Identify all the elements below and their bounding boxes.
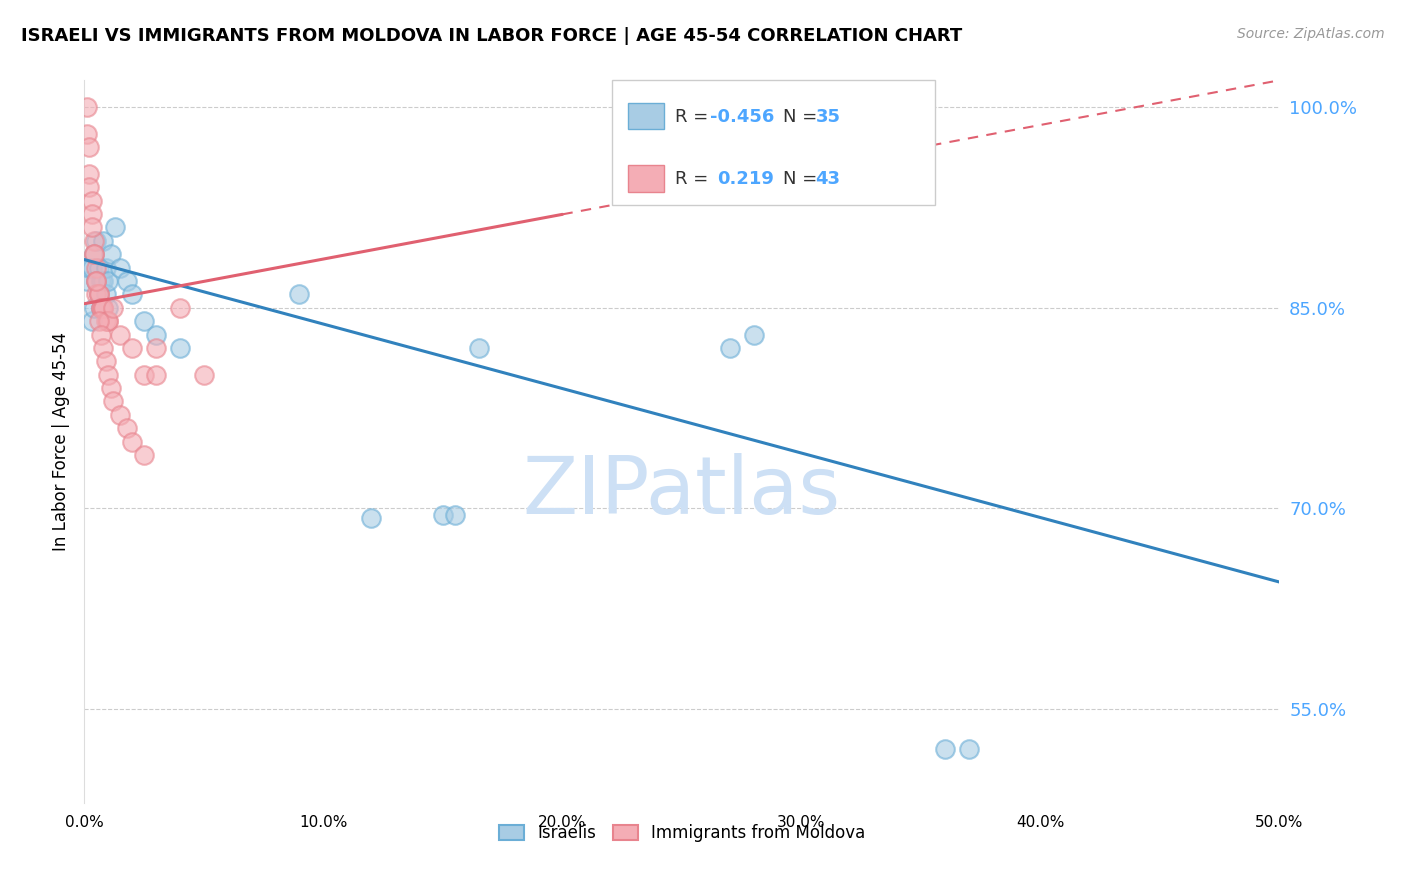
Point — [104, 220, 127, 235]
Point — [145, 368, 167, 382]
Point — [86, 287, 108, 301]
Point — [97, 368, 120, 382]
Point — [90, 301, 112, 315]
Point — [80, 260, 103, 275]
Point — [101, 301, 124, 315]
Point — [468, 341, 491, 355]
Point — [101, 394, 124, 409]
Point — [77, 260, 100, 275]
Point — [718, 341, 741, 355]
Point — [145, 327, 167, 342]
Text: ZIPatlas: ZIPatlas — [523, 453, 841, 531]
Point — [288, 287, 311, 301]
Point — [444, 508, 467, 523]
Point — [80, 207, 103, 221]
Point — [110, 260, 132, 275]
Point — [87, 287, 110, 301]
Text: ISRAELI VS IMMIGRANTS FROM MOLDOVA IN LABOR FORCE | AGE 45-54 CORRELATION CHART: ISRAELI VS IMMIGRANTS FROM MOLDOVA IN LA… — [21, 27, 962, 45]
Point — [100, 381, 122, 395]
Point — [86, 260, 108, 275]
Text: R =: R = — [675, 108, 714, 126]
Point — [87, 314, 110, 328]
Point — [145, 341, 167, 355]
Point — [957, 742, 980, 756]
Point — [86, 274, 108, 288]
Point — [80, 194, 103, 208]
Point — [90, 274, 112, 288]
Point — [83, 247, 105, 261]
Point — [117, 274, 139, 288]
Point — [94, 354, 117, 368]
Text: Source: ZipAtlas.com: Source: ZipAtlas.com — [1237, 27, 1385, 41]
Point — [90, 301, 112, 315]
Point — [97, 314, 120, 328]
Point — [77, 140, 100, 154]
Point — [86, 274, 108, 288]
Point — [86, 274, 108, 288]
Point — [93, 301, 115, 315]
Point — [121, 287, 143, 301]
Text: R =: R = — [675, 170, 720, 188]
Point — [193, 368, 215, 382]
Point — [80, 314, 103, 328]
Point — [432, 508, 454, 523]
Point — [132, 368, 156, 382]
Point — [94, 287, 117, 301]
Point — [93, 274, 115, 288]
Point — [83, 301, 105, 315]
Point — [87, 287, 110, 301]
Point — [132, 314, 156, 328]
Point — [93, 341, 115, 355]
Point — [83, 247, 105, 261]
Point — [80, 220, 103, 235]
Point — [93, 234, 115, 248]
Point — [934, 742, 956, 756]
Point — [90, 301, 112, 315]
Point — [87, 287, 110, 301]
Point — [97, 314, 120, 328]
Point — [94, 314, 117, 328]
Point — [86, 234, 108, 248]
Point — [121, 434, 143, 449]
Point — [110, 408, 132, 422]
Point — [83, 247, 105, 261]
Point — [110, 327, 132, 342]
Point — [76, 127, 98, 141]
Text: -0.456: -0.456 — [710, 108, 775, 126]
Point — [94, 260, 117, 275]
Point — [169, 341, 191, 355]
Point — [121, 341, 143, 355]
Point — [77, 167, 100, 181]
Point — [76, 274, 98, 288]
Point — [77, 180, 100, 194]
Point — [97, 274, 120, 288]
Point — [93, 301, 115, 315]
Point — [742, 327, 765, 342]
Text: 43: 43 — [815, 170, 841, 188]
Text: N =: N = — [783, 170, 823, 188]
Text: N =: N = — [783, 108, 823, 126]
Legend: Israelis, Immigrants from Moldova: Israelis, Immigrants from Moldova — [492, 817, 872, 848]
Point — [169, 301, 191, 315]
Point — [76, 100, 98, 114]
Point — [83, 234, 105, 248]
Text: 35: 35 — [815, 108, 841, 126]
Point — [87, 260, 110, 275]
Point — [90, 327, 112, 342]
Point — [97, 301, 120, 315]
Point — [117, 421, 139, 435]
Point — [132, 448, 156, 462]
Point — [360, 511, 382, 525]
Text: 0.219: 0.219 — [717, 170, 773, 188]
Y-axis label: In Labor Force | Age 45-54: In Labor Force | Age 45-54 — [52, 332, 70, 551]
Point — [100, 247, 122, 261]
